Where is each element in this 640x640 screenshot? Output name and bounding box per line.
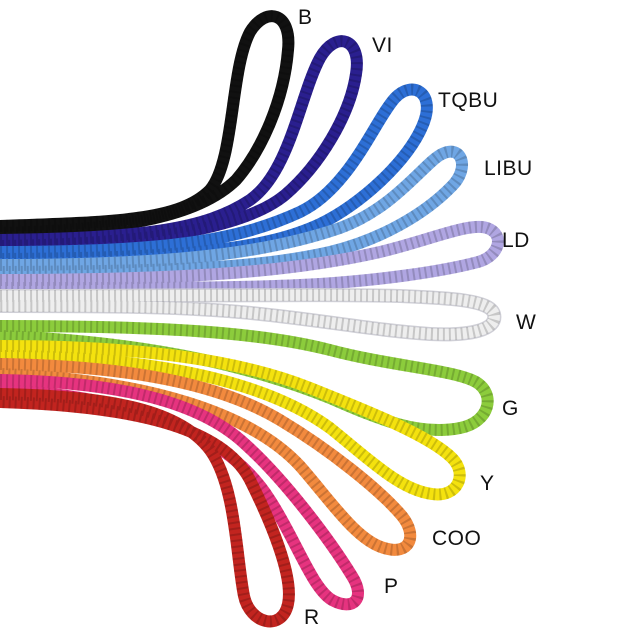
rope-y: [0, 340, 466, 501]
rope-coo-braid-texture: [0, 358, 417, 556]
rope-label-vi: VI: [372, 34, 393, 57]
rope-w: [0, 289, 500, 340]
rope-vi: [0, 35, 363, 252]
rope-label-w: W: [516, 311, 537, 334]
rope-tqbu-braid-texture: [0, 83, 433, 265]
rope-label-ld: LD: [502, 229, 530, 252]
rope-label-r: R: [304, 606, 320, 629]
rope-coo: [0, 358, 417, 556]
rope-label-p: P: [384, 575, 399, 598]
rope-label-tqbu: TQBU: [438, 89, 499, 112]
rope-vi-braid-texture: [0, 35, 363, 252]
rope-label-b: B: [298, 6, 313, 29]
rope-ld: [0, 220, 504, 294]
rope-label-libu: LIBU: [484, 157, 533, 180]
rope-r-braid-texture: [0, 388, 295, 628]
rope-label-y: Y: [480, 472, 495, 495]
rope-w-braid-texture: [0, 289, 501, 341]
rope-ld-braid-texture: [0, 220, 504, 294]
rope-p-braid-texture: [0, 374, 364, 611]
rope-label-coo: COO: [432, 527, 482, 550]
rope-r: [0, 388, 295, 628]
rope-b: [0, 10, 295, 239]
rope-label-g: G: [502, 397, 519, 420]
rope-libu-braid-texture: [0, 145, 468, 278]
rope-libu: [0, 145, 468, 278]
